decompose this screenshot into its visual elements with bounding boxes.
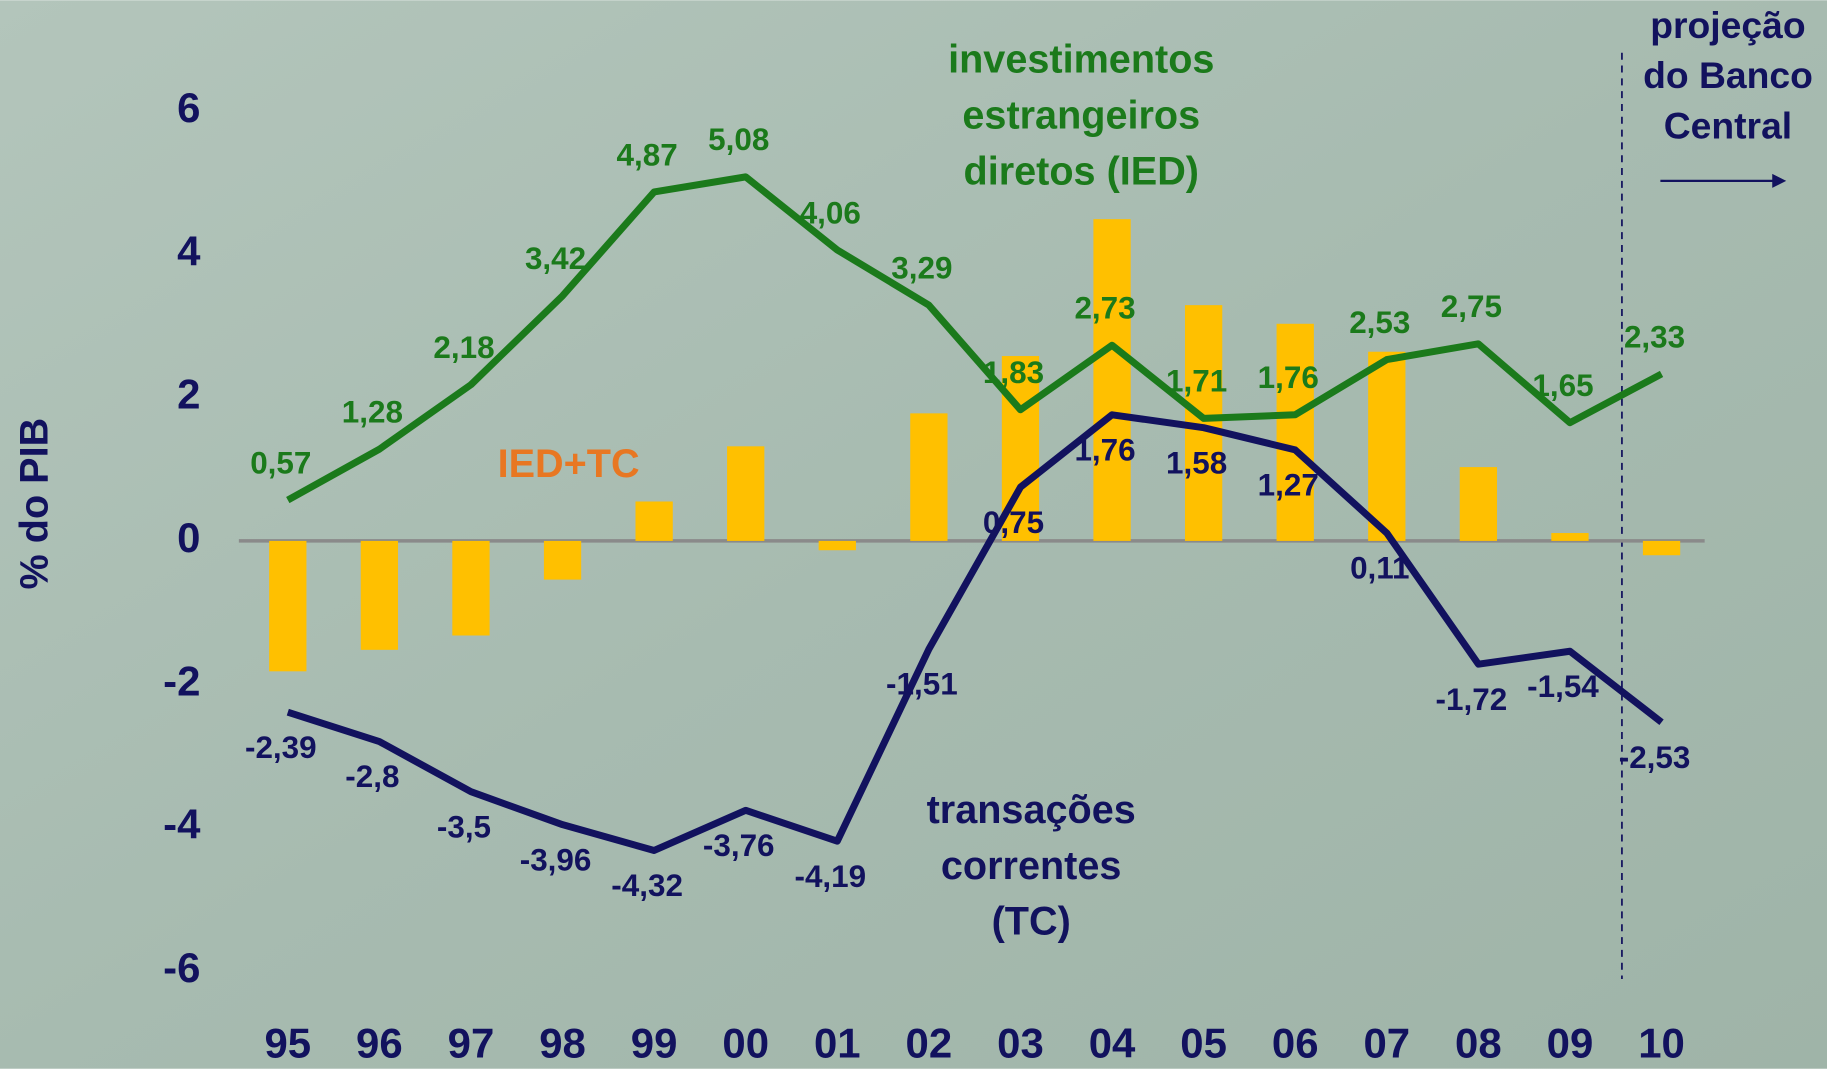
line: [286, 173, 1664, 504]
data-label: 1,76: [1074, 432, 1135, 467]
x-tick-label: 00: [722, 1020, 769, 1067]
data-label: -4,19: [794, 859, 866, 894]
x-tick-label: 02: [906, 1020, 953, 1067]
data-label: 1,71: [1166, 364, 1227, 399]
x-tick-label: 08: [1455, 1020, 1502, 1067]
data-label: -3,96: [520, 842, 592, 877]
x-tick-label: 05: [1180, 1020, 1227, 1067]
data-label: 2,53: [1349, 305, 1410, 340]
x-tick-label: 10: [1638, 1020, 1685, 1067]
bar: [1459, 467, 1498, 541]
data-label: 4,06: [800, 195, 861, 230]
data-label: 4,87: [617, 137, 678, 172]
series-label: diretos (IED): [964, 149, 1199, 193]
bar: [360, 540, 399, 650]
bar: [1093, 219, 1131, 541]
data-label: 1,58: [1166, 445, 1227, 480]
data-label: 1,65: [1532, 368, 1593, 403]
data-label: 0,57: [250, 445, 311, 480]
data-label: -3,76: [703, 828, 775, 863]
projection-note: Central: [1664, 104, 1792, 146]
data-label: 0,11: [1350, 551, 1409, 586]
x-tick-label: 07: [1363, 1020, 1410, 1067]
bar: [543, 540, 582, 580]
x-tick-label: 96: [356, 1020, 403, 1067]
data-label: 3,42: [525, 241, 586, 276]
x-tick-label: 06: [1272, 1020, 1319, 1067]
bar: [452, 540, 490, 636]
bar: [910, 413, 948, 541]
data-label: 2,75: [1441, 289, 1502, 324]
series-label: (TC): [992, 900, 1071, 944]
series-label: investimentos: [948, 37, 1214, 81]
y-tick-label: 6: [177, 84, 200, 131]
data-label: -2,39: [245, 730, 317, 765]
line: [286, 411, 1664, 854]
data-label: -2,8: [345, 759, 399, 794]
x-tick-label: 98: [539, 1020, 586, 1067]
series-label: estrangeiros: [962, 93, 1200, 137]
data-label: -3,5: [437, 809, 491, 844]
projection-arrow-head: [1772, 173, 1787, 188]
x-tick-label: 04: [1089, 1020, 1136, 1067]
projection-note: do Banco: [1643, 54, 1813, 96]
series-label: correntes: [941, 844, 1122, 888]
data-label: -2,53: [1619, 740, 1691, 775]
bar: [1368, 351, 1406, 541]
bar: [727, 446, 765, 541]
data-label: 2,18: [433, 330, 494, 365]
data-label: 1,28: [342, 395, 403, 430]
x-tick-label: 03: [997, 1020, 1044, 1067]
bar: [635, 501, 673, 541]
data-label: -1,54: [1527, 669, 1599, 704]
bar: [269, 540, 307, 672]
x-tick-label: 01: [814, 1020, 861, 1067]
data-label: 3,29: [891, 251, 952, 286]
y-axis-label: % do PIB: [13, 418, 57, 590]
bar: [1551, 533, 1589, 541]
data-label: 1,76: [1258, 360, 1319, 395]
x-tick-label: 99: [631, 1020, 678, 1067]
data-label: 0,75: [983, 505, 1044, 540]
series-label: transações: [927, 788, 1136, 832]
y-tick-label: 0: [177, 514, 200, 561]
y-tick-label: 4: [177, 227, 201, 274]
series-label: IED+TC: [498, 442, 640, 486]
data-label: -1,51: [886, 667, 958, 702]
data-label: 1,83: [983, 355, 1044, 390]
projection-note: projeção: [1650, 4, 1805, 46]
data-label: 2,73: [1074, 291, 1135, 326]
y-tick-label: -2: [163, 657, 200, 704]
y-tick-label: -6: [163, 944, 200, 991]
data-label: 2,33: [1624, 319, 1685, 354]
bar: [1276, 323, 1314, 541]
data-label: 1,27: [1258, 468, 1319, 503]
bar: [1642, 540, 1681, 556]
y-tick-label: -4: [163, 801, 201, 848]
data-label: -1,72: [1436, 682, 1508, 717]
bar: [818, 540, 856, 551]
data-label: 5,08: [708, 122, 769, 157]
x-tick-label: 95: [264, 1020, 311, 1067]
x-tick-label: 09: [1547, 1020, 1594, 1067]
y-tick-label: 2: [177, 371, 200, 418]
x-tick-label: 97: [448, 1020, 495, 1067]
data-label: -4,32: [611, 868, 683, 903]
